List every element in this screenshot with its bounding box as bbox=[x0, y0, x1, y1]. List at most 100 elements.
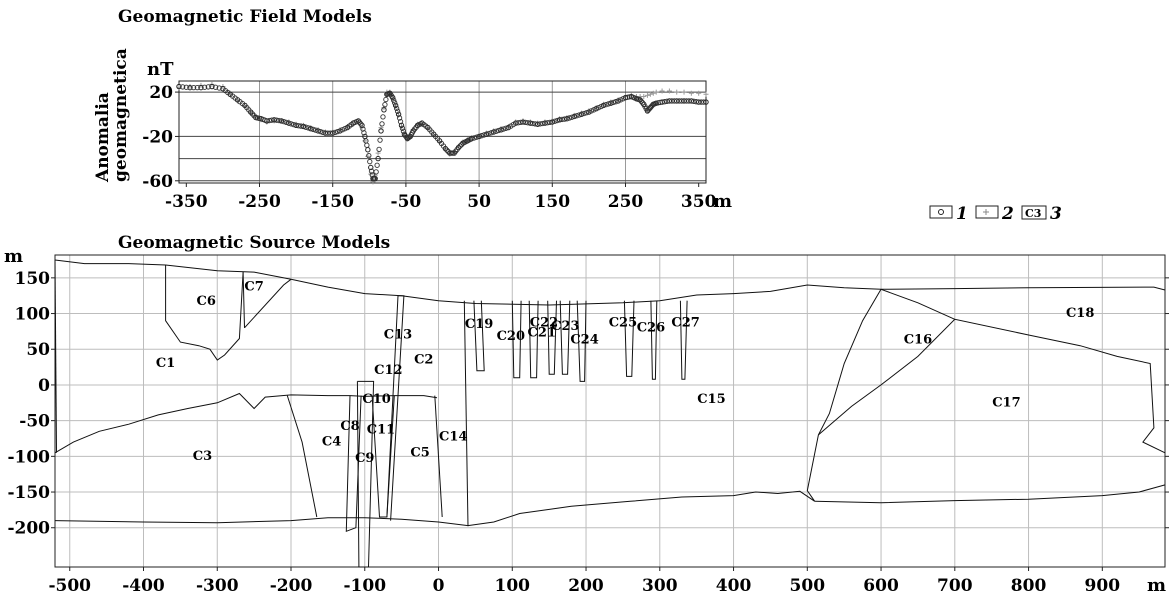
field-circle-point bbox=[617, 97, 624, 103]
field-circle-point bbox=[588, 108, 594, 114]
source-block-outline bbox=[54, 259, 1166, 306]
field-circle-point bbox=[342, 126, 348, 132]
field-plus-point bbox=[653, 89, 659, 95]
field-circle-point bbox=[552, 118, 558, 124]
field-circle-point bbox=[500, 126, 507, 132]
field-circle-point bbox=[576, 112, 582, 118]
field-circle-point bbox=[626, 94, 633, 100]
source-block-outline bbox=[371, 295, 405, 521]
field-circle-point bbox=[655, 100, 661, 106]
field-circle-point bbox=[478, 133, 485, 139]
source-block-label: C22 bbox=[530, 315, 558, 330]
source-block-outline bbox=[54, 490, 815, 527]
source-block-outline bbox=[242, 272, 245, 328]
field-y-tick-label: 20 bbox=[149, 83, 173, 103]
field-circle-point bbox=[334, 128, 341, 135]
field-circle-point bbox=[312, 127, 319, 133]
field-circle-point bbox=[180, 84, 186, 90]
field-circle-point bbox=[303, 124, 309, 130]
field-circle-point bbox=[598, 103, 604, 110]
source-y-tick-label: -150 bbox=[7, 483, 50, 503]
field-circle-point bbox=[417, 121, 424, 127]
source-x-tick-label: 200 bbox=[568, 576, 604, 596]
field-circle-point bbox=[246, 107, 252, 113]
legend-block-box bbox=[1021, 205, 1047, 220]
source-x-tick-label: 700 bbox=[937, 576, 973, 596]
field-circle-point bbox=[463, 138, 469, 145]
field-circle-point bbox=[549, 119, 555, 125]
field-y-label-line1: Anomalia bbox=[93, 92, 113, 183]
source-x-tick-label: 0 bbox=[433, 576, 445, 596]
field-circle-point bbox=[669, 98, 675, 104]
field-circle-point bbox=[676, 98, 682, 104]
field-circle-point bbox=[645, 107, 652, 113]
source-x-tick-label: 300 bbox=[642, 576, 678, 596]
source-block-label: C1 bbox=[156, 356, 175, 371]
field-plus-point bbox=[681, 89, 687, 95]
legend-circle-marker bbox=[938, 209, 944, 215]
field-circle-point bbox=[613, 99, 619, 105]
field-circle-point bbox=[574, 113, 580, 119]
source-x-tick-label: -300 bbox=[196, 576, 239, 596]
source-block-outline bbox=[818, 318, 1166, 454]
field-circle-point bbox=[495, 127, 502, 134]
field-chart-title: Geomagnetic Field Models bbox=[118, 7, 372, 27]
field-circle-point bbox=[332, 129, 338, 136]
source-block-outline bbox=[356, 380, 375, 568]
field-plot-grid bbox=[179, 81, 706, 183]
field-circle-point bbox=[569, 114, 575, 120]
source-block-outline bbox=[880, 288, 956, 320]
field-circle-point bbox=[681, 98, 687, 104]
source-block-label: C20 bbox=[497, 329, 525, 344]
field-circle-point bbox=[293, 122, 299, 129]
field-circle-point bbox=[571, 113, 577, 120]
field-circle-point bbox=[288, 121, 294, 127]
field-circle-point bbox=[368, 164, 374, 171]
legend-plus-box bbox=[975, 205, 999, 219]
source-block-label: C14 bbox=[439, 430, 467, 445]
source-block-outline bbox=[54, 392, 438, 454]
field-circle-point bbox=[366, 153, 372, 159]
field-circle-point bbox=[392, 102, 399, 109]
field-y-unit: nT bbox=[147, 59, 174, 80]
field-circle-point bbox=[517, 119, 524, 126]
field-circle-point bbox=[392, 100, 398, 106]
source-block-outline bbox=[511, 300, 522, 379]
field-circle-point bbox=[361, 130, 367, 136]
field-circle-point bbox=[539, 120, 546, 127]
source-chart-title: Geomagnetic Source Models bbox=[118, 233, 390, 253]
legend-label-2: 2 bbox=[1001, 204, 1014, 224]
field-circle-point bbox=[610, 99, 616, 106]
field-plus-point bbox=[674, 89, 680, 95]
field-circle-point bbox=[488, 130, 494, 136]
source-block-label: C25 bbox=[609, 315, 637, 330]
field-circle-point bbox=[691, 98, 697, 104]
source-y-tick-label: 50 bbox=[26, 340, 50, 360]
source-block-outline bbox=[434, 395, 443, 518]
field-circle-point bbox=[295, 123, 302, 129]
field-circle-point bbox=[399, 125, 406, 131]
source-block-label: C24 bbox=[570, 333, 598, 348]
field-circle-point bbox=[187, 84, 193, 91]
source-y-unit: m bbox=[4, 246, 23, 267]
field-circle-point bbox=[491, 129, 497, 135]
legend: 1 2 C3 3 bbox=[929, 204, 1062, 224]
field-circle-point bbox=[291, 121, 297, 128]
field-circle-point bbox=[693, 99, 699, 105]
legend-circle-box bbox=[929, 205, 953, 219]
field-circle-point bbox=[457, 143, 463, 149]
field-circle-point bbox=[389, 93, 395, 99]
field-circle-point bbox=[593, 106, 599, 112]
source-x-tick-label: -500 bbox=[48, 576, 91, 596]
field-circle-point bbox=[190, 85, 197, 91]
source-block-label: C2 bbox=[414, 353, 433, 368]
field-circle-point bbox=[394, 108, 401, 114]
field-circle-point bbox=[310, 126, 316, 133]
source-x-unit: m bbox=[1147, 575, 1166, 596]
field-circle-point bbox=[542, 120, 548, 126]
field-circle-point bbox=[393, 105, 400, 111]
field-x-tick-label: 50 bbox=[467, 192, 491, 212]
source-block-outline bbox=[806, 289, 882, 502]
field-circle-point bbox=[339, 127, 346, 133]
field-circle-point bbox=[474, 134, 480, 140]
